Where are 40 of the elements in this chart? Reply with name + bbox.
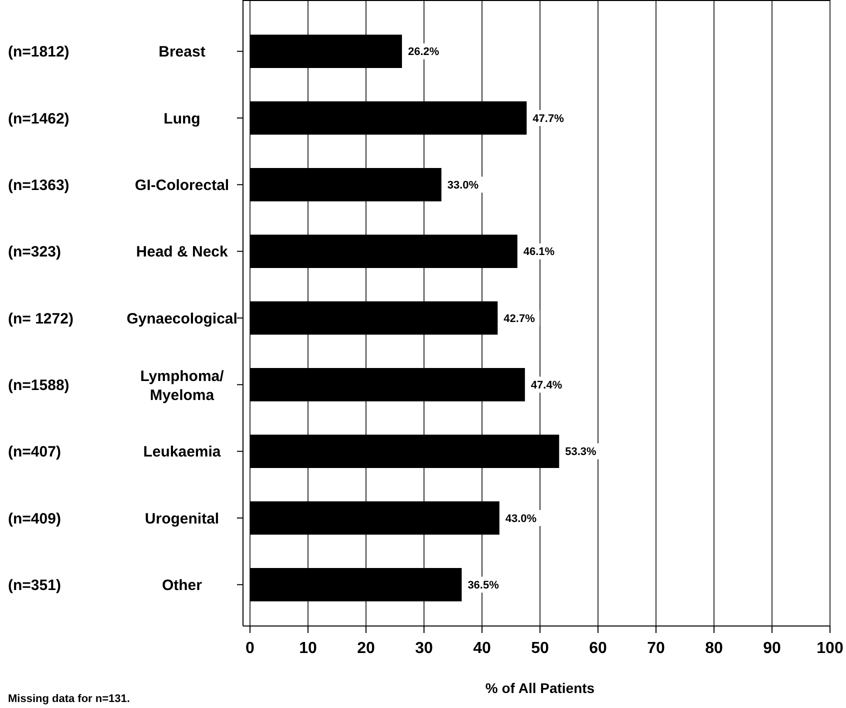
y-tick-label: Breast: [158, 44, 206, 61]
data-label: 36.5%: [468, 580, 500, 592]
text: (n=323): [8, 244, 61, 261]
x-tick-label: 90: [763, 640, 781, 657]
data-label: 33.0%: [447, 180, 479, 192]
data-label: 47.4%: [530, 380, 562, 392]
x-tick-label: 60: [589, 640, 607, 657]
y-tick-label: Gynaecological: [126, 310, 238, 328]
y-tick-label: Urogenital: [144, 510, 220, 528]
y-tick-label: Lymphoma/Myeloma: [140, 368, 225, 404]
x-tick-label: 0: [246, 640, 255, 657]
text: (n=1462): [8, 110, 70, 128]
text: (n=1363): [8, 176, 70, 194]
data-label: 47.7%: [532, 112, 564, 125]
x-tick-label: 10: [299, 640, 317, 657]
text: Missing data for n=131.: [8, 693, 130, 705]
text: (n=1588): [8, 376, 70, 394]
y-tick-label: Lung: [164, 110, 200, 128]
data-label: 53.3%: [565, 446, 597, 458]
data-label: 46.1%: [523, 246, 555, 258]
text: (n= 1272): [8, 310, 74, 328]
text: (n=407): [8, 444, 61, 461]
x-tick-label: 40: [473, 640, 491, 657]
x-tick-label: 80: [705, 640, 723, 657]
data-label: 43.0%: [505, 512, 537, 525]
text: (n=351): [8, 576, 61, 594]
x-tick-label: 30: [415, 640, 433, 657]
x-tick-label: 50: [531, 640, 549, 657]
data-label: 42.7%: [504, 312, 536, 325]
data-label: 26.2%: [408, 46, 440, 58]
text: (n=409): [8, 510, 61, 528]
x-axis-title: % of All Patients: [485, 680, 595, 696]
y-tick-label: GI-Colorectal: [134, 176, 230, 194]
y-tick-label: Leukaemia: [143, 444, 222, 461]
y-tick-label: Other: [162, 576, 202, 594]
x-tick-label: 100: [816, 640, 844, 657]
text: (n=1812): [8, 44, 70, 61]
x-tick-label: 70: [647, 640, 665, 657]
x-tick-label: 20: [357, 640, 375, 657]
y-tick-label: Head & Neck: [136, 244, 229, 261]
